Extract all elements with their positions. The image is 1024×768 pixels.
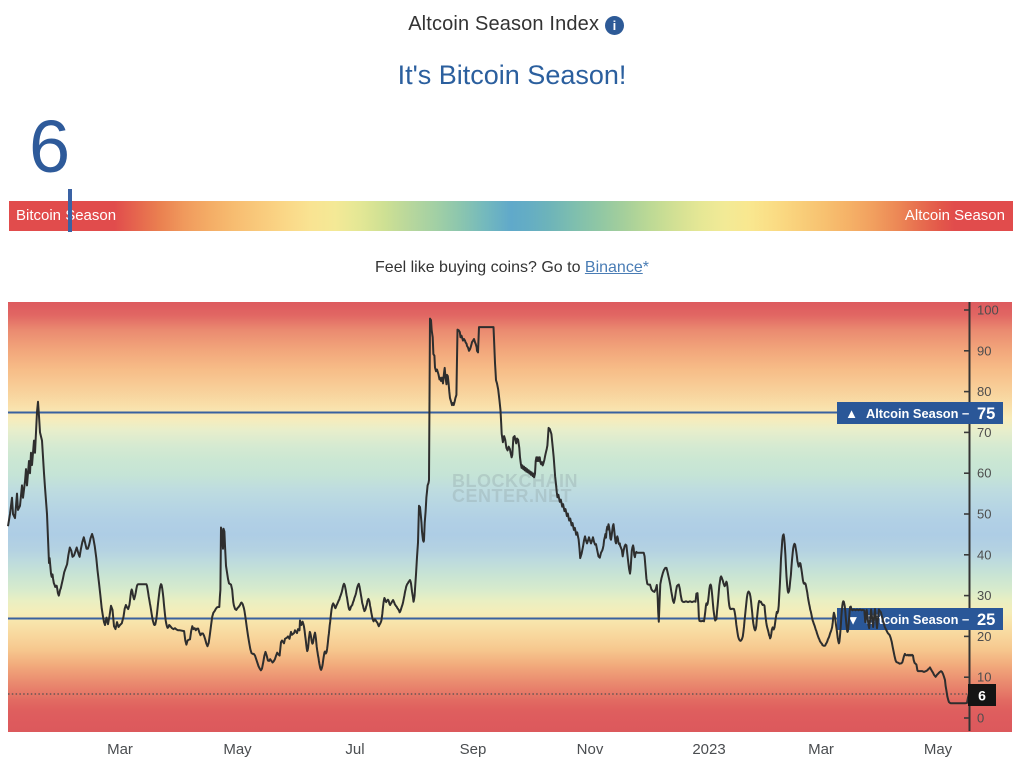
- svg-text:25: 25: [977, 611, 995, 629]
- svg-text:May: May: [924, 741, 953, 758]
- svg-text:20: 20: [977, 629, 991, 644]
- svg-text:i: i: [612, 18, 616, 33]
- svg-text:CENTER.NET: CENTER.NET: [452, 486, 572, 506]
- svg-text:Altcoin Season: Altcoin Season: [866, 406, 959, 421]
- svg-text:40: 40: [977, 547, 991, 562]
- svg-text:Bitcoin Season: Bitcoin Season: [866, 612, 959, 627]
- svg-text:Mar: Mar: [107, 741, 133, 758]
- svg-text:–: –: [962, 406, 969, 421]
- svg-text:BLOCKCHAIN: BLOCKCHAIN: [452, 471, 578, 491]
- svg-text:100: 100: [977, 303, 999, 318]
- svg-text:60: 60: [977, 466, 991, 481]
- svg-text:80: 80: [977, 384, 991, 399]
- svg-text:▲: ▲: [845, 406, 858, 421]
- svg-text:Mar: Mar: [808, 741, 834, 758]
- svg-text:30: 30: [977, 588, 991, 603]
- svg-text:Jul: Jul: [345, 741, 364, 758]
- svg-text:2023: 2023: [692, 741, 725, 758]
- svg-text:Nov: Nov: [577, 741, 604, 758]
- svg-text:50: 50: [977, 507, 991, 522]
- svg-text:6: 6: [978, 688, 986, 704]
- svg-text:90: 90: [977, 343, 991, 358]
- svg-text:70: 70: [977, 425, 991, 440]
- svg-text:75: 75: [977, 405, 995, 423]
- svg-text:Sep: Sep: [460, 741, 487, 758]
- svg-text:May: May: [223, 741, 252, 758]
- svg-text:10: 10: [977, 670, 991, 685]
- svg-text:–: –: [962, 612, 969, 627]
- svg-text:0: 0: [977, 711, 984, 726]
